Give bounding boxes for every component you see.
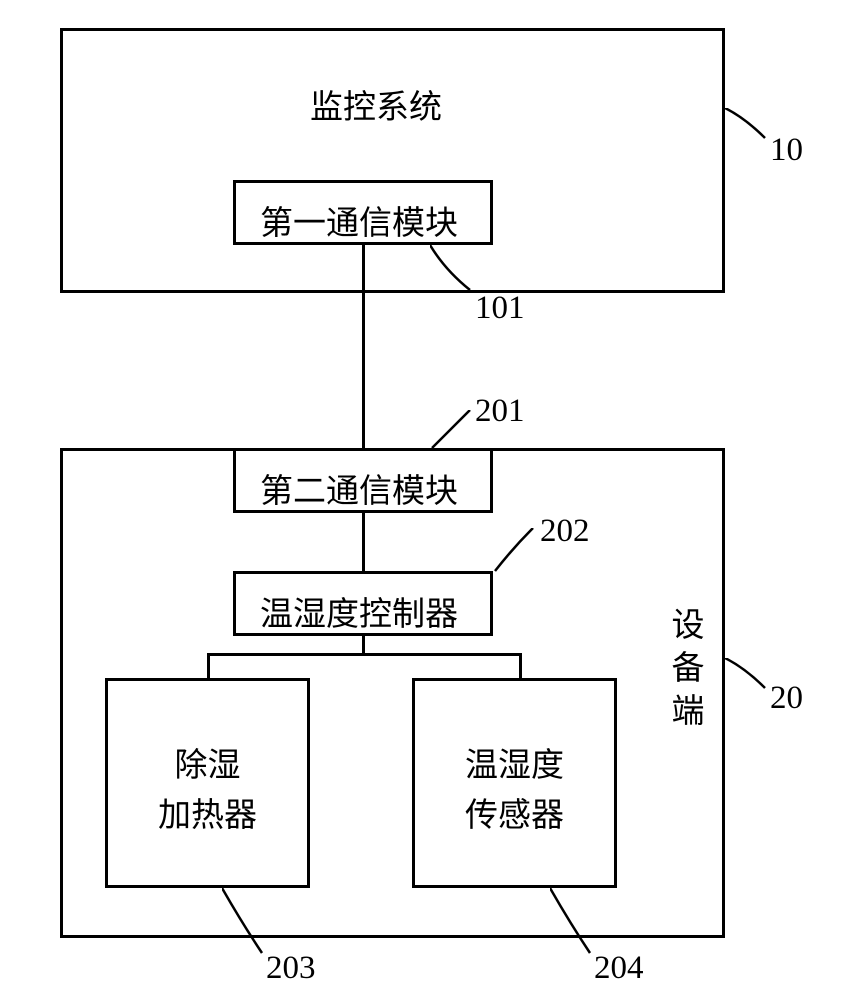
ref-204-label: 204 — [594, 950, 644, 987]
conn-second-controller — [362, 513, 365, 571]
sensor-label-line2: 传感器 — [465, 798, 564, 834]
ref-10-label: 10 — [770, 132, 803, 169]
first-comm-label: 第一通信模块 — [260, 196, 458, 244]
monitoring-system-box — [60, 28, 725, 293]
ref-201-label: 201 — [475, 393, 525, 430]
monitoring-system-label: 监控系统 — [310, 80, 442, 128]
second-comm-label: 第二通信模块 — [260, 464, 458, 512]
ref-202-connector — [493, 528, 543, 573]
ref-201-connector — [430, 410, 480, 450]
ref-20-label: 20 — [770, 680, 803, 717]
ref-204-connector — [550, 888, 600, 961]
heater-label: 除湿 加热器 — [105, 742, 310, 841]
heater-label-line1: 除湿 — [175, 748, 241, 784]
ref-203-label: 203 — [266, 950, 316, 987]
ref-10-connector — [725, 108, 775, 148]
controller-label: 温湿度控制器 — [260, 587, 458, 635]
device-end-label: 设备端 — [660, 607, 708, 736]
conn-right-drop — [519, 653, 522, 678]
conn-first-second — [362, 245, 365, 448]
ref-20-connector — [725, 658, 775, 698]
ref-101-label: 101 — [475, 290, 525, 327]
sensor-label-line1: 温湿度 — [465, 748, 564, 784]
ref-203-connector — [222, 888, 272, 961]
ref-202-label: 202 — [540, 513, 590, 550]
conn-horizontal — [207, 653, 522, 656]
ref-101-connector — [430, 245, 480, 300]
heater-label-line2: 加热器 — [158, 798, 257, 834]
sensor-label: 温湿度 传感器 — [412, 742, 617, 841]
conn-left-drop — [207, 653, 210, 678]
